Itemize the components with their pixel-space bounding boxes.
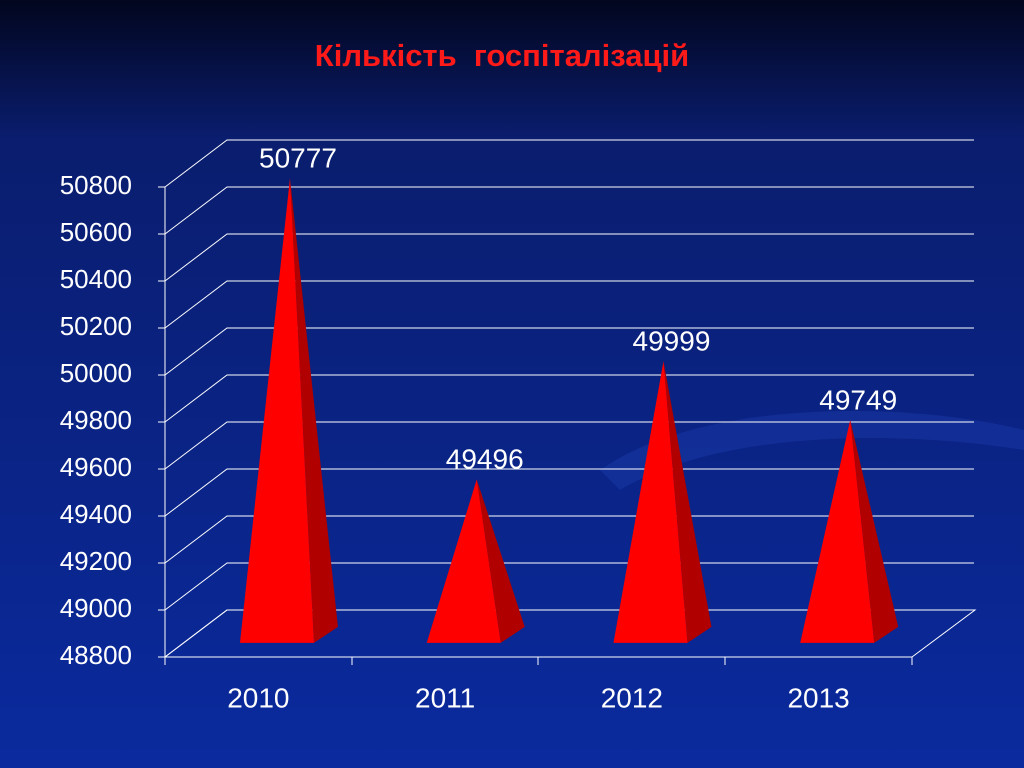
y-tick-label: 49800 (60, 405, 132, 435)
grid-line (164, 468, 974, 517)
bar-side (476, 479, 525, 643)
bar-front (239, 178, 314, 643)
bar-side (663, 361, 712, 643)
value-label: 50777 (259, 143, 337, 174)
grid-line (164, 562, 974, 611)
y-tick-label: 50000 (60, 358, 132, 388)
grid-line (164, 374, 974, 423)
value-label: 49999 (633, 326, 711, 357)
x-tick-marks (164, 657, 913, 665)
bar (613, 361, 712, 643)
bar-side (850, 419, 899, 643)
x-tick-label: 2010 (227, 682, 289, 713)
y-tick-label: 50200 (60, 311, 132, 341)
bar (426, 479, 525, 643)
x-tick-label: 2011 (415, 682, 475, 713)
decoration (600, 410, 1024, 490)
y-tick-label: 50400 (60, 264, 132, 294)
bar-side (289, 178, 338, 643)
y-tick-label: 50600 (60, 217, 132, 247)
y-tick-label: 49400 (60, 499, 132, 529)
grid-line (164, 280, 974, 329)
grid-line (164, 186, 974, 235)
x-tick-label: 2012 (601, 682, 663, 713)
y-tick-label: 48800 (60, 640, 132, 670)
grid-line (164, 139, 974, 188)
value-label: 49749 (819, 384, 897, 415)
grid-line (164, 233, 974, 282)
y-tick-label: 49600 (60, 452, 132, 482)
y-tick-label: 50800 (60, 170, 132, 200)
bar (239, 178, 338, 643)
value-label: 49496 (446, 444, 524, 475)
bar (800, 419, 899, 643)
chart-title: Кількість госпіталізацій (315, 38, 689, 73)
x-tick-label: 2013 (787, 682, 849, 713)
grid-line (164, 609, 974, 658)
grid-line (164, 327, 974, 376)
grid-line (164, 421, 974, 470)
y-tick-label: 49200 (60, 546, 132, 576)
bar-front (800, 419, 875, 643)
y-tick-label: 49000 (60, 593, 132, 623)
grid-line (164, 515, 974, 564)
bar-front (613, 361, 688, 643)
bar-front (426, 479, 501, 643)
